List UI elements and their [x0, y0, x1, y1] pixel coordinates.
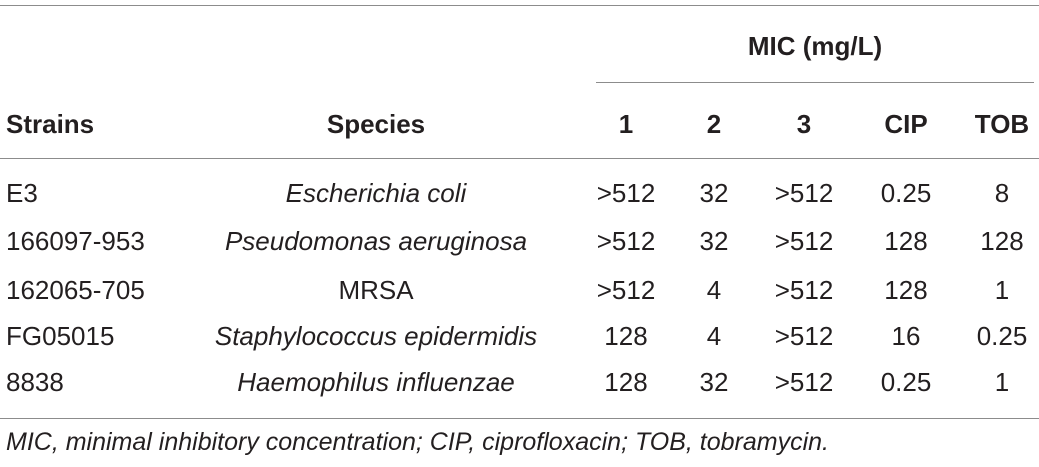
row1-strain: E3 — [6, 178, 38, 208]
row5-tob: 1 — [994, 367, 1010, 397]
row5-col-3: >512 — [774, 367, 834, 397]
header-col-3: 3 — [796, 109, 812, 139]
header-col-1: 1 — [618, 109, 634, 139]
header-strains: Strains — [6, 109, 95, 139]
row3-cip: 128 — [884, 275, 928, 305]
row3-col-2: 4 — [706, 275, 722, 305]
header-species: Species — [326, 109, 426, 139]
row4-species: Staphylococcus epidermidis — [214, 321, 538, 351]
row2-strain: 166097-953 — [6, 226, 145, 256]
row1-cip: 0.25 — [880, 178, 932, 208]
row2-tob: 128 — [980, 226, 1024, 256]
row4-strain: FG05015 — [6, 321, 115, 351]
row1-col-2: 32 — [699, 178, 729, 208]
table-footnote: MIC, minimal inhibitory concentration; C… — [6, 428, 829, 456]
row4-cip: 16 — [891, 321, 921, 351]
header-col-2: 2 — [706, 109, 722, 139]
row4-col-3: >512 — [774, 321, 834, 351]
row3-col-3: >512 — [774, 275, 834, 305]
row2-col-2: 32 — [699, 226, 729, 256]
group-header-underline — [596, 82, 1034, 83]
row3-strain: 162065-705 — [6, 275, 145, 305]
row2-col-3: >512 — [774, 226, 834, 256]
row5-col-1: 128 — [604, 367, 648, 397]
row5-species: Haemophilus influenzae — [237, 367, 515, 397]
row1-species: Escherichia coli — [285, 178, 467, 208]
row3-species: MRSA — [338, 275, 414, 305]
row3-col-1: >512 — [596, 275, 656, 305]
header-tob: TOB — [974, 109, 1030, 139]
row5-strain: 8838 — [6, 367, 64, 397]
row1-col-3: >512 — [774, 178, 834, 208]
row2-species: Pseudomonas aeruginosa — [224, 226, 528, 256]
top-rule — [0, 5, 1039, 6]
group-header-mic: MIC (mg/L) — [747, 31, 883, 61]
row1-col-1: >512 — [596, 178, 656, 208]
header-bottom-rule — [0, 158, 1039, 159]
row1-tob: 8 — [994, 178, 1010, 208]
row2-cip: 128 — [884, 226, 928, 256]
row5-col-2: 32 — [699, 367, 729, 397]
row2-col-1: >512 — [596, 226, 656, 256]
row4-tob: 0.25 — [976, 321, 1028, 351]
row4-col-1: 128 — [604, 321, 648, 351]
header-cip: CIP — [884, 109, 928, 139]
row5-cip: 0.25 — [880, 367, 932, 397]
row4-col-2: 4 — [706, 321, 722, 351]
row3-tob: 1 — [994, 275, 1010, 305]
bottom-rule — [0, 418, 1039, 419]
